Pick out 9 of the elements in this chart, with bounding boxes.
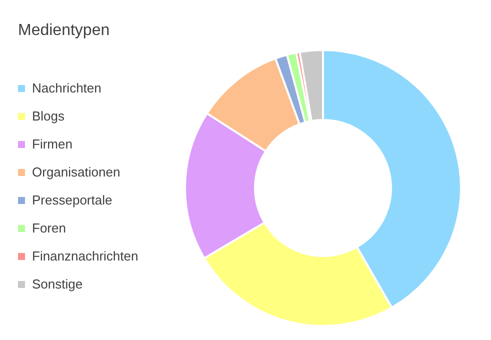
legend-label: Presseportale xyxy=(32,192,112,208)
legend-label: Sonstige xyxy=(32,276,83,292)
chart-title: Medientypen xyxy=(18,22,110,39)
legend-label: Nachrichten xyxy=(32,80,102,96)
legend-label: Firmen xyxy=(32,136,72,152)
legend-label: Organisationen xyxy=(32,164,120,180)
legend-label: Foren xyxy=(32,220,66,236)
legend-label: Finanznachrichten xyxy=(32,248,138,264)
legend-label: Blogs xyxy=(32,108,66,124)
